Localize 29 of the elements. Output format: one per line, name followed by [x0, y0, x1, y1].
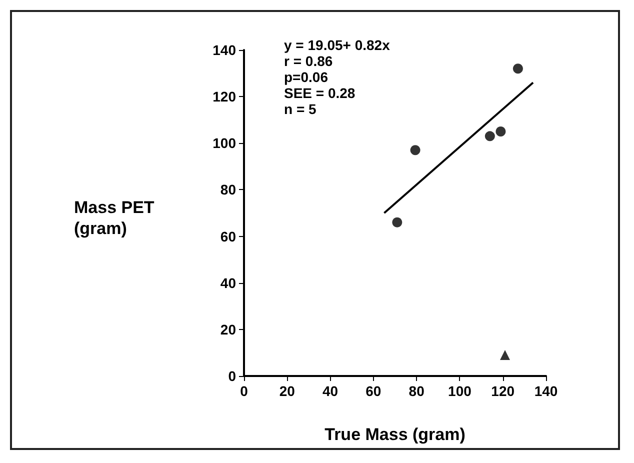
x-tick-label: 140 — [534, 383, 558, 399]
x-tick-label: 100 — [448, 383, 472, 399]
point — [512, 64, 523, 74]
y-tick-label: 80 — [220, 182, 236, 198]
x-tick-label: 80 — [408, 383, 425, 399]
annotation: r = 0.86 — [284, 53, 333, 69]
point — [500, 350, 510, 360]
annotation: y = 19.05+ 0.82x — [284, 37, 390, 53]
x-axis-title: True Mass (gram) — [324, 425, 466, 444]
y-tick-label: 120 — [212, 88, 236, 105]
point — [484, 131, 495, 142]
point — [410, 145, 420, 156]
y-tick-label: 60 — [220, 228, 236, 244]
annotation: n = 5 — [284, 101, 317, 117]
x-tick-label: 120 — [491, 383, 515, 399]
x-tick-label: 20 — [279, 383, 296, 399]
y-tick-label: 20 — [220, 321, 236, 338]
y-tick-label: 0 — [228, 368, 236, 384]
annotation: p=0.06 — [284, 69, 328, 85]
point — [496, 126, 506, 136]
y-tick-label: 100 — [212, 135, 236, 152]
point — [392, 217, 402, 228]
y-tick-label: 40 — [220, 274, 236, 291]
x-tick-label: 40 — [322, 383, 338, 399]
y-axis-title: Mass PET (gram) — [74, 198, 160, 238]
x-tick-label: 0 — [240, 383, 248, 399]
y-tick-label: 140 — [212, 42, 236, 58]
x-tick-label: 60 — [366, 383, 382, 399]
annotation: SEE = 0.28 — [284, 85, 356, 101]
